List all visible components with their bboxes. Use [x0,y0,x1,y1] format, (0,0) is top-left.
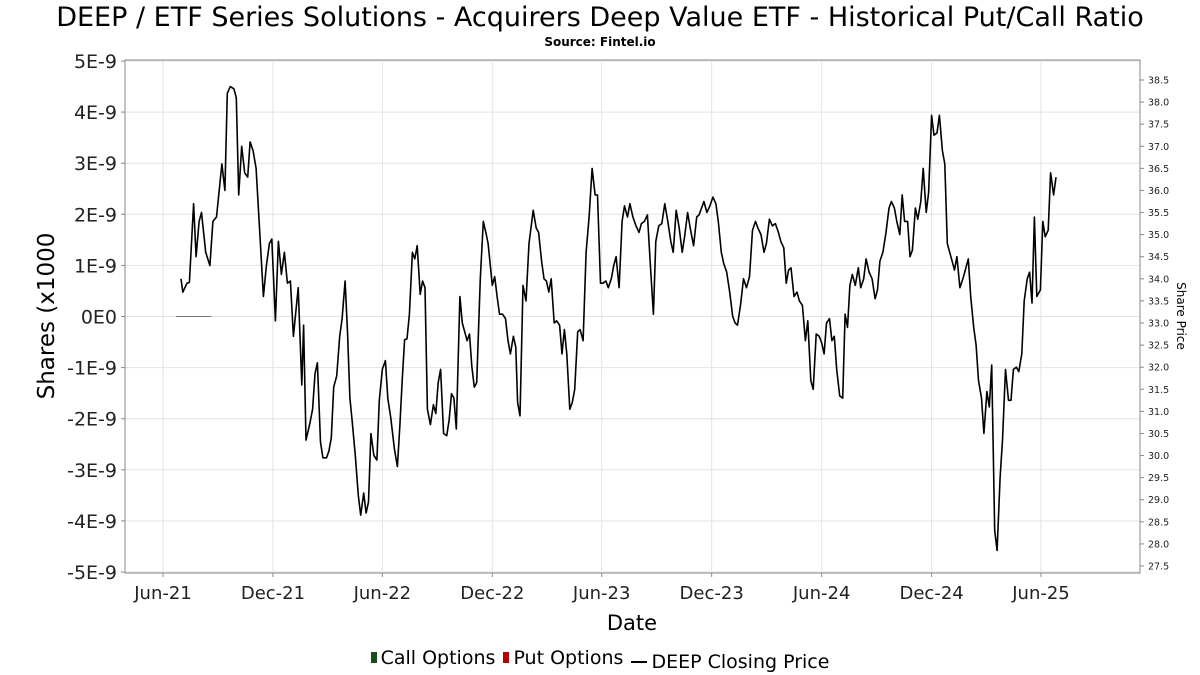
y2-tick-label: 38.0 [1148,98,1169,109]
x-tick-label: Jun-21 [133,583,192,604]
y-tick-label: 3E-9 [74,153,117,175]
y2-tick-label: 34.0 [1148,274,1169,285]
chart-area: 5E-9 4E-9 3E-9 2E-9 1E-9 0E0 -1E-9 -2E-9 -3E-9 -4… [34,51,1188,635]
y2-tick-label: 35.5 [1148,208,1169,219]
x-tick-label: Jun-22 [353,583,412,604]
y-tick-label: 4E-9 [74,102,117,124]
y2-tick-label: 33.5 [1148,296,1169,307]
legend-item-call-options[interactable]: Call Options [370,646,496,669]
y2-tick-label: 33.0 [1148,319,1169,330]
y-tick-label: 5E-9 [74,51,117,73]
y2-tick-label: 31.0 [1148,407,1169,418]
chart-title: DEEP / ETF Series Solutions - Acquirers … [56,2,1144,33]
y-tick-label: 0E0 [81,307,117,329]
y2-tick-label: 30.0 [1148,451,1169,462]
grid-lines [125,60,1140,573]
legend-label-price: DEEP Closing Price [651,651,830,673]
y2-tick-label: 30.5 [1148,429,1169,440]
legend-label-call: Call Options [380,646,496,669]
y-axis-label: Shares (x1000 [34,233,60,400]
x-tick-label: Dec-23 [680,583,744,604]
y2-tick-label: 29.0 [1148,495,1169,506]
y2-axis-ticks: 38.5 38.0 37.5 37.0 36.5 36.0 35.5 35.0 34.5 34.0… [1140,76,1169,573]
y2-tick-label: 32.5 [1148,341,1169,352]
y-tick-label: -2E-9 [67,409,117,431]
closing-price-line [180,85,1057,552]
x-tick-label: Dec-21 [241,583,305,604]
legend: Call Options Put Options DEEP Closing Pr… [0,646,1200,673]
legend-swatch-price [631,661,648,663]
x-axis-ticks: Jun-21 Dec-21 Jun-22 Dec-22 Jun-23 Dec-23 Jun-… [133,573,1070,604]
chart-subtitle: Source: Fintel.io [544,35,656,49]
legend-swatch-put [503,652,510,663]
y-tick-label: 1E-9 [74,255,117,277]
y2-tick-label: 32.0 [1148,363,1169,374]
y2-tick-label: 37.5 [1148,120,1169,131]
y2-tick-label: 29.5 [1148,473,1169,484]
y-tick-label: -5E-9 [67,562,117,584]
y-tick-label: -1E-9 [67,358,117,380]
x-tick-label: Dec-24 [900,583,964,604]
legend-label-put: Put Options [513,646,624,669]
y2-tick-label: 37.0 [1148,142,1169,153]
y2-tick-label: 36.5 [1148,164,1169,175]
y2-axis-label: Share Price [1174,282,1188,350]
y-axis-ticks: 5E-9 4E-9 3E-9 2E-9 1E-9 0E0 -1E-9 -2E-9 -3E-9 -4… [67,51,125,584]
legend-item-put-options[interactable]: Put Options [503,647,623,669]
x-tick-label: Jun-23 [572,583,631,604]
y2-tick-label: 38.5 [1148,76,1169,87]
x-tick-label: Dec-22 [460,583,524,604]
y-tick-label: -4E-9 [67,511,117,533]
y2-tick-label: 34.5 [1148,252,1169,263]
x-axis-label: Date [607,611,657,635]
y-tick-label: -3E-9 [67,460,117,482]
y2-tick-label: 27.5 [1148,562,1169,573]
y2-tick-label: 36.0 [1148,186,1169,197]
y-tick-label: 2E-9 [74,204,117,226]
series-lines [180,85,1057,552]
legend-item-closing-price[interactable]: DEEP Closing Price [631,651,829,673]
legend-swatch-call [370,652,377,663]
y2-tick-label: 28.0 [1148,539,1169,550]
x-tick-label: Jun-25 [1011,583,1070,604]
y2-tick-label: 31.5 [1148,385,1169,396]
x-tick-label: Jun-24 [792,583,851,604]
y2-tick-label: 28.5 [1148,517,1169,528]
y2-tick-label: 35.0 [1148,230,1169,241]
